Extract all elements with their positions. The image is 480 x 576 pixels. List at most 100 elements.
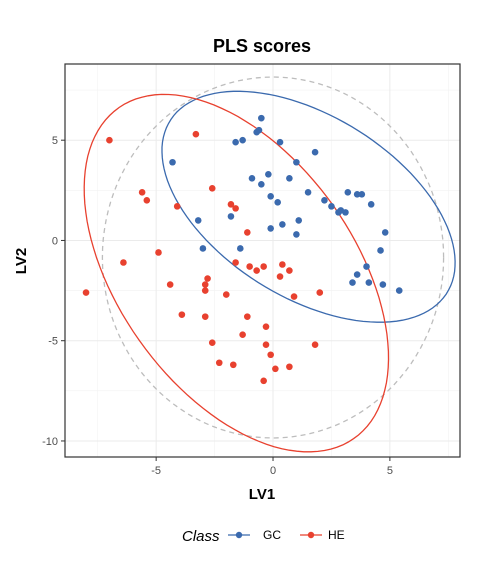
point-he bbox=[120, 259, 127, 266]
confidence-ellipses bbox=[83, 76, 456, 453]
point-he bbox=[208, 185, 216, 192]
point-he bbox=[239, 331, 246, 338]
point-gc bbox=[293, 231, 300, 238]
chart-title: PLS scores bbox=[213, 36, 311, 56]
point-he bbox=[246, 263, 253, 270]
point-gc bbox=[255, 126, 263, 134]
point-he bbox=[267, 351, 274, 359]
point-he bbox=[173, 203, 181, 210]
point-gc bbox=[239, 136, 246, 144]
grid-lines bbox=[65, 64, 460, 457]
point-gc bbox=[321, 197, 328, 204]
point-he bbox=[316, 289, 324, 296]
point-he bbox=[286, 363, 293, 371]
ellipse-overall bbox=[101, 76, 445, 439]
point-he bbox=[222, 291, 230, 298]
point-gc bbox=[395, 287, 403, 294]
point-he bbox=[262, 323, 270, 330]
point-he bbox=[143, 197, 151, 204]
point-he bbox=[260, 263, 267, 270]
point-he bbox=[82, 289, 90, 296]
point-he bbox=[166, 281, 174, 288]
point-gc bbox=[258, 114, 265, 122]
point-he bbox=[279, 261, 286, 268]
point-gc bbox=[199, 245, 207, 252]
point-he bbox=[262, 341, 270, 349]
point-he bbox=[155, 249, 162, 256]
legend: Class GC HE bbox=[182, 528, 345, 545]
point-gc bbox=[227, 213, 235, 220]
y-axis-ticks: -10 -5 0 5 bbox=[42, 135, 65, 448]
point-gc bbox=[377, 247, 384, 254]
point-he bbox=[201, 281, 209, 288]
point-gc bbox=[267, 225, 274, 232]
point-gc bbox=[169, 158, 176, 166]
legend-label-gc: GC bbox=[263, 528, 281, 542]
score-points bbox=[82, 114, 403, 385]
x-tick-label: 0 bbox=[270, 465, 276, 477]
legend-title: Class bbox=[182, 528, 220, 545]
legend-key-he bbox=[300, 531, 322, 539]
point-gc bbox=[276, 138, 284, 146]
point-gc bbox=[236, 245, 244, 252]
point-gc bbox=[365, 279, 373, 286]
point-he bbox=[232, 205, 239, 212]
point-gc bbox=[353, 271, 361, 278]
point-he bbox=[253, 267, 260, 274]
point-gc bbox=[328, 203, 335, 210]
point-gc bbox=[267, 193, 274, 200]
y-axis-title: LV2 bbox=[13, 248, 30, 274]
point-gc bbox=[274, 199, 281, 206]
point-gc bbox=[304, 189, 312, 196]
y-tick-label: 5 bbox=[52, 135, 58, 147]
point-he bbox=[106, 136, 113, 144]
point-he bbox=[208, 339, 216, 347]
y-tick-label: -5 bbox=[48, 336, 58, 348]
point-gc bbox=[342, 209, 349, 216]
point-gc bbox=[232, 138, 239, 146]
point-he bbox=[201, 287, 209, 294]
point-he bbox=[204, 275, 211, 282]
point-he bbox=[215, 359, 223, 367]
point-he bbox=[227, 201, 235, 208]
point-gc bbox=[258, 181, 265, 188]
point-he bbox=[244, 229, 251, 236]
legend-key-gc bbox=[228, 531, 250, 539]
x-axis-title: LV1 bbox=[249, 486, 275, 503]
point-gc bbox=[379, 281, 387, 288]
point-he bbox=[286, 267, 293, 274]
y-tick-label: 0 bbox=[52, 235, 58, 247]
point-gc bbox=[358, 191, 366, 198]
point-gc bbox=[295, 217, 303, 224]
point-he bbox=[244, 313, 251, 320]
point-he bbox=[232, 259, 239, 266]
ellipse-he bbox=[83, 93, 390, 453]
point-gc bbox=[344, 189, 352, 196]
point-he bbox=[192, 130, 200, 138]
legend-label-he: HE bbox=[328, 528, 345, 542]
x-tick-label: 5 bbox=[387, 465, 393, 477]
x-tick-label: -5 bbox=[151, 465, 161, 477]
point-he bbox=[260, 377, 267, 385]
panel-border bbox=[64, 63, 461, 458]
point-gc bbox=[353, 191, 361, 198]
point-gc bbox=[248, 174, 256, 182]
x-axis-ticks: -5 0 5 bbox=[151, 457, 393, 477]
point-he bbox=[229, 361, 237, 369]
point-gc bbox=[381, 229, 389, 236]
point-gc bbox=[367, 201, 375, 208]
point-he bbox=[201, 313, 209, 320]
point-gc bbox=[194, 217, 202, 224]
point-he bbox=[290, 293, 298, 300]
point-gc bbox=[265, 170, 272, 178]
point-gc bbox=[286, 174, 293, 182]
point-gc bbox=[311, 148, 319, 156]
point-he bbox=[272, 365, 279, 373]
point-he bbox=[178, 311, 186, 318]
point-gc bbox=[279, 221, 286, 228]
point-gc bbox=[363, 263, 370, 270]
point-he bbox=[276, 273, 284, 280]
point-he bbox=[138, 189, 146, 196]
point-he bbox=[311, 341, 319, 349]
